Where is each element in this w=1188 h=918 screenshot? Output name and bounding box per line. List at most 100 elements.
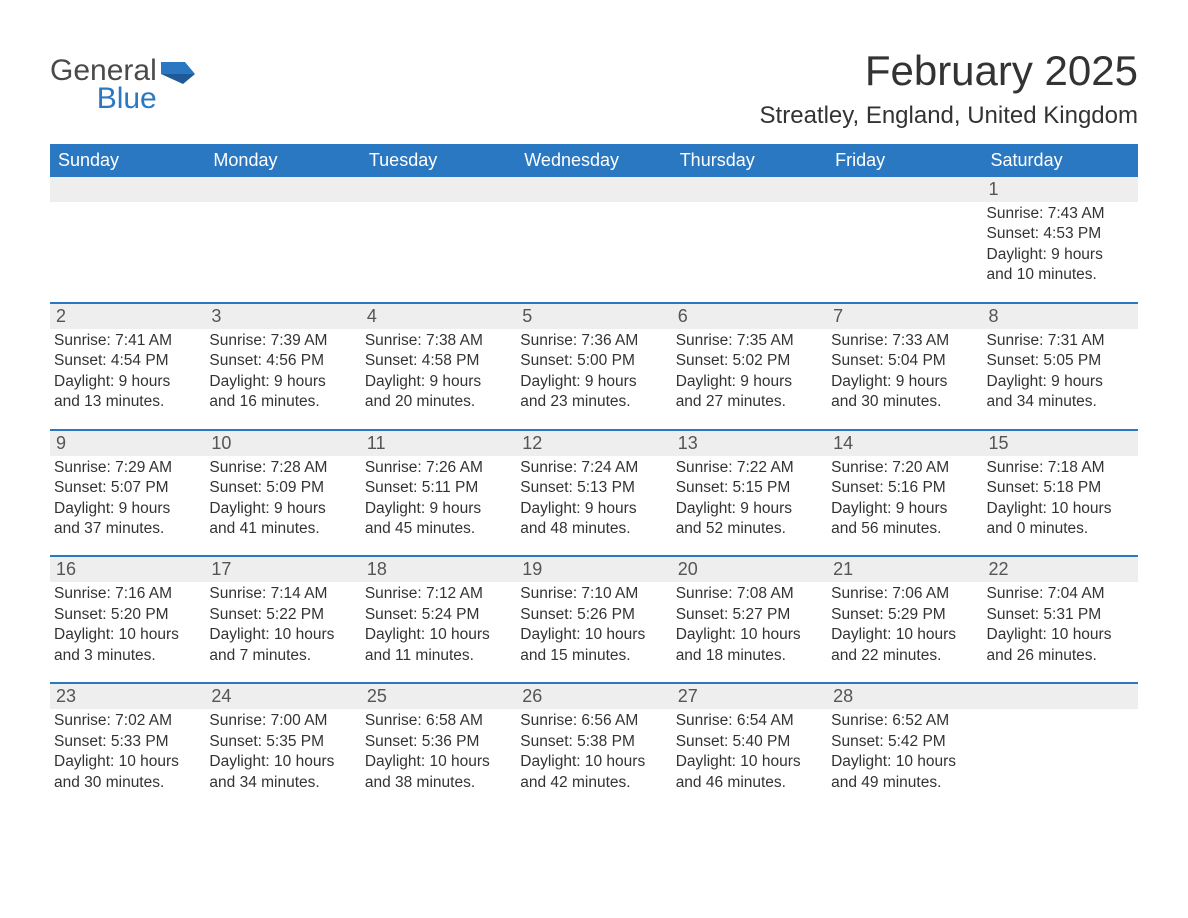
daylight1-text: Daylight: 10 hours <box>987 499 1132 519</box>
day-number: 25 <box>361 684 516 709</box>
calendar: Sunday Monday Tuesday Wednesday Thursday… <box>50 144 1138 805</box>
daylight1-text: Daylight: 10 hours <box>987 625 1132 645</box>
sunset-text: Sunset: 5:33 PM <box>54 732 199 752</box>
sunset-text: Sunset: 5:36 PM <box>365 732 510 752</box>
month-title: February 2025 <box>760 50 1138 92</box>
title-block: February 2025 Streatley, England, United… <box>760 50 1138 130</box>
daylight1-text: Daylight: 10 hours <box>54 625 199 645</box>
sunrise-text: Sunrise: 7:00 AM <box>209 711 354 731</box>
sunrise-text: Sunrise: 7:22 AM <box>676 458 821 478</box>
day-number <box>516 177 671 202</box>
day-cell: Sunrise: 7:14 AMSunset: 5:22 PMDaylight:… <box>205 582 360 678</box>
day-cell <box>50 202 205 298</box>
sunset-text: Sunset: 5:04 PM <box>831 351 976 371</box>
day-cell: Sunrise: 7:24 AMSunset: 5:13 PMDaylight:… <box>516 456 671 552</box>
day-cell: Sunrise: 7:20 AMSunset: 5:16 PMDaylight:… <box>827 456 982 552</box>
sunrise-text: Sunrise: 7:14 AM <box>209 584 354 604</box>
daylight1-text: Daylight: 9 hours <box>987 245 1132 265</box>
sunrise-text: Sunrise: 7:38 AM <box>365 331 510 351</box>
daylight2-text: and 42 minutes. <box>520 773 665 793</box>
week-row: 2345678Sunrise: 7:41 AMSunset: 4:54 PMDa… <box>50 302 1138 425</box>
day-cell: Sunrise: 6:58 AMSunset: 5:36 PMDaylight:… <box>361 709 516 805</box>
weekday-thursday: Thursday <box>672 144 827 177</box>
sunrise-text: Sunrise: 7:08 AM <box>676 584 821 604</box>
daylight2-text: and 15 minutes. <box>520 646 665 666</box>
daylight2-text: and 22 minutes. <box>831 646 976 666</box>
sunset-text: Sunset: 5:42 PM <box>831 732 976 752</box>
day-cell: Sunrise: 7:38 AMSunset: 4:58 PMDaylight:… <box>361 329 516 425</box>
sunrise-text: Sunrise: 7:35 AM <box>676 331 821 351</box>
sunrise-text: Sunrise: 7:29 AM <box>54 458 199 478</box>
day-cell: Sunrise: 7:10 AMSunset: 5:26 PMDaylight:… <box>516 582 671 678</box>
daylight1-text: Daylight: 9 hours <box>520 372 665 392</box>
daylight1-text: Daylight: 9 hours <box>520 499 665 519</box>
sunset-text: Sunset: 4:58 PM <box>365 351 510 371</box>
day-number <box>827 177 982 202</box>
day-cell: Sunrise: 7:12 AMSunset: 5:24 PMDaylight:… <box>361 582 516 678</box>
day-number: 16 <box>50 557 205 582</box>
sunset-text: Sunset: 5:35 PM <box>209 732 354 752</box>
sunset-text: Sunset: 5:09 PM <box>209 478 354 498</box>
daylight2-text: and 46 minutes. <box>676 773 821 793</box>
day-cell: Sunrise: 7:43 AMSunset: 4:53 PMDaylight:… <box>983 202 1138 298</box>
daylight2-text: and 16 minutes. <box>209 392 354 412</box>
sunrise-text: Sunrise: 7:33 AM <box>831 331 976 351</box>
daylight2-text: and 13 minutes. <box>54 392 199 412</box>
sunset-text: Sunset: 4:53 PM <box>987 224 1132 244</box>
daynum-bar: 9101112131415 <box>50 431 1138 456</box>
sunrise-text: Sunrise: 6:58 AM <box>365 711 510 731</box>
day-cell <box>983 709 1138 805</box>
sunrise-text: Sunrise: 7:26 AM <box>365 458 510 478</box>
weekday-header: Sunday Monday Tuesday Wednesday Thursday… <box>50 144 1138 177</box>
week-row: 1Sunrise: 7:43 AMSunset: 4:53 PMDaylight… <box>50 177 1138 298</box>
daylight2-text: and 34 minutes. <box>209 773 354 793</box>
brand-logo: General Blue <box>50 56 195 114</box>
day-cell: Sunrise: 7:36 AMSunset: 5:00 PMDaylight:… <box>516 329 671 425</box>
daylight2-text: and 26 minutes. <box>987 646 1132 666</box>
day-number: 8 <box>983 304 1138 329</box>
day-cell: Sunrise: 7:26 AMSunset: 5:11 PMDaylight:… <box>361 456 516 552</box>
daylight1-text: Daylight: 9 hours <box>831 372 976 392</box>
daylight1-text: Daylight: 10 hours <box>831 625 976 645</box>
sunset-text: Sunset: 5:27 PM <box>676 605 821 625</box>
sunrise-text: Sunrise: 7:31 AM <box>987 331 1132 351</box>
sunrise-text: Sunrise: 7:04 AM <box>987 584 1132 604</box>
daylight2-text: and 23 minutes. <box>520 392 665 412</box>
daylight1-text: Daylight: 10 hours <box>209 625 354 645</box>
sunset-text: Sunset: 5:11 PM <box>365 478 510 498</box>
daylight2-text: and 18 minutes. <box>676 646 821 666</box>
day-cell: Sunrise: 6:54 AMSunset: 5:40 PMDaylight:… <box>672 709 827 805</box>
daylight1-text: Daylight: 9 hours <box>209 372 354 392</box>
sunset-text: Sunset: 5:29 PM <box>831 605 976 625</box>
sunrise-text: Sunrise: 7:10 AM <box>520 584 665 604</box>
daynum-bar: 232425262728 <box>50 684 1138 709</box>
day-cell <box>672 202 827 298</box>
day-number: 22 <box>983 557 1138 582</box>
week-cells: Sunrise: 7:16 AMSunset: 5:20 PMDaylight:… <box>50 582 1138 678</box>
day-number <box>672 177 827 202</box>
day-number <box>361 177 516 202</box>
daylight2-text: and 38 minutes. <box>365 773 510 793</box>
day-number <box>983 684 1138 709</box>
sunrise-text: Sunrise: 6:52 AM <box>831 711 976 731</box>
sunrise-text: Sunrise: 7:43 AM <box>987 204 1132 224</box>
daylight2-text: and 56 minutes. <box>831 519 976 539</box>
sunset-text: Sunset: 5:20 PM <box>54 605 199 625</box>
sunrise-text: Sunrise: 6:56 AM <box>520 711 665 731</box>
daylight2-text: and 49 minutes. <box>831 773 976 793</box>
sunset-text: Sunset: 5:13 PM <box>520 478 665 498</box>
day-number: 2 <box>50 304 205 329</box>
day-number: 11 <box>361 431 516 456</box>
daylight2-text: and 10 minutes. <box>987 265 1132 285</box>
day-cell: Sunrise: 7:16 AMSunset: 5:20 PMDaylight:… <box>50 582 205 678</box>
day-number: 4 <box>361 304 516 329</box>
daylight2-text: and 11 minutes. <box>365 646 510 666</box>
day-number: 10 <box>205 431 360 456</box>
day-cell: Sunrise: 7:35 AMSunset: 5:02 PMDaylight:… <box>672 329 827 425</box>
weekday-monday: Monday <box>205 144 360 177</box>
sunrise-text: Sunrise: 7:18 AM <box>987 458 1132 478</box>
sunset-text: Sunset: 5:00 PM <box>520 351 665 371</box>
week-cells: Sunrise: 7:02 AMSunset: 5:33 PMDaylight:… <box>50 709 1138 805</box>
weekday-tuesday: Tuesday <box>361 144 516 177</box>
daylight1-text: Daylight: 9 hours <box>987 372 1132 392</box>
